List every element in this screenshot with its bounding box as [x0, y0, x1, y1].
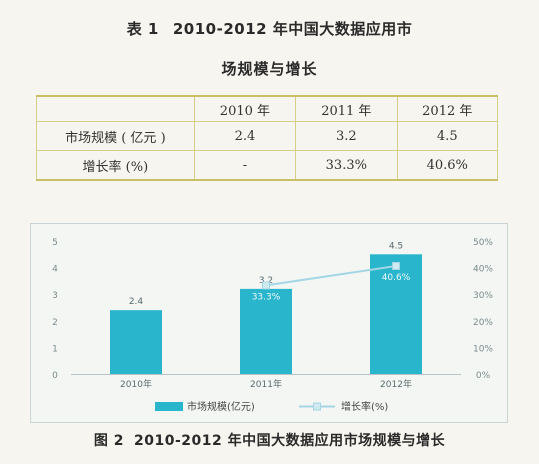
y-tick-label: 0 — [52, 371, 58, 381]
caption-text: 2010-2012 年中国大数据应用市场规模与增长 — [134, 433, 446, 449]
line-point — [262, 281, 270, 290]
header-cell-empty — [36, 95, 195, 122]
table-cell: 3.2 — [295, 121, 398, 151]
y2-tick-label: 10% — [473, 344, 493, 354]
table-cell: 2.4 — [193, 121, 297, 151]
y2-tick-label: 50% — [473, 238, 493, 248]
legend-line-label: 增长率(%) — [341, 400, 388, 413]
legend-bar-label: 市场规模(亿元) — [187, 400, 255, 413]
header-cell-2011: 2011 年 — [295, 95, 398, 122]
y-tick-label: 1 — [52, 344, 58, 354]
table-row-growth-rate: 增长率 (%) - 33.3% 40.6% — [36, 150, 499, 181]
caption-label: 图 2 — [93, 433, 124, 449]
bar — [110, 310, 162, 374]
row-label: 市场规模 ( 亿元 ) — [36, 121, 195, 151]
table-cell: 4.5 — [396, 121, 499, 151]
line-value-label: 40.6% — [382, 273, 411, 283]
table-label: 表 1 — [126, 20, 159, 38]
bar — [370, 254, 422, 374]
y2-tick-label: 0% — [476, 371, 491, 381]
table-cell: 40.6% — [396, 150, 499, 181]
table-cell: 33.3% — [295, 150, 398, 181]
y2-tick-label: 20% — [473, 318, 493, 328]
y-tick-label: 5 — [52, 238, 58, 248]
x-tick-label: 2012年 — [380, 378, 412, 390]
header-cell-2012: 2012 年 — [396, 95, 499, 122]
line-value-label: 33.3% — [252, 292, 281, 302]
legend-line-marker — [313, 402, 321, 411]
chart-frame: 0 1 2 3 4 5 0% 10% 20% 30% 40% 50% 2.4 3.2 4.5 33.3% 40.… — [30, 223, 508, 423]
table-title-line1: 2010-2012 年中国大数据应用市 — [172, 20, 413, 38]
table-header-row: 2010 年 2011 年 2012 年 — [36, 95, 499, 122]
bar-value-label: 4.5 — [389, 241, 403, 251]
y2-tick-label: 40% — [473, 265, 493, 275]
legend-bar-swatch — [155, 402, 183, 411]
growth-rate-line — [265, 265, 397, 287]
header-cell-2010: 2010 年 — [193, 95, 297, 122]
y2-tick-label: 30% — [473, 291, 493, 301]
y-tick-label: 2 — [52, 318, 58, 328]
table-title-line2: 场规模与增长 — [221, 60, 318, 78]
table-cell: - — [193, 150, 297, 181]
combo-chart: 0123450%10%20%30%40%50%2.43.24.533.3%40.… — [52, 238, 493, 413]
figure-caption: 图 2 2010-2012 年中国大数据应用市场规模与增长 — [0, 430, 539, 450]
table-title: 表 1 2010-2012 年中国大数据应用市 — [0, 18, 539, 39]
market-size-table: 2010 年 2011 年 2012 年 市场规模 ( 亿元 ) 2.4 3.2… — [36, 95, 499, 181]
y-tick-label: 4 — [52, 265, 58, 275]
y-tick-label: 3 — [52, 291, 58, 301]
row-label: 增长率 (%) — [36, 150, 195, 181]
x-tick-label: 2010年 — [120, 378, 152, 390]
x-tick-label: 2011年 — [250, 378, 282, 390]
bar-value-label: 3.2 — [259, 276, 273, 286]
bar-value-label: 2.4 — [129, 297, 144, 307]
table-row-market-size: 市场规模 ( 亿元 ) 2.4 3.2 4.5 — [36, 121, 499, 151]
bar — [240, 288, 292, 374]
line-point — [392, 262, 400, 271]
